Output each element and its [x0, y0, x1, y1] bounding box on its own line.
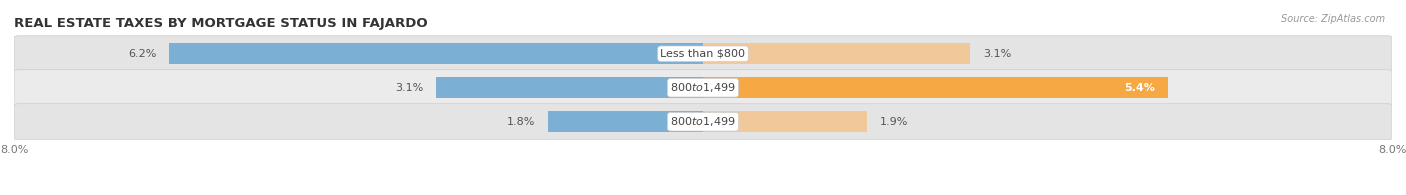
Text: Source: ZipAtlas.com: Source: ZipAtlas.com: [1281, 14, 1385, 24]
FancyBboxPatch shape: [14, 70, 1392, 106]
FancyBboxPatch shape: [14, 36, 1392, 72]
Bar: [169, 43, 703, 64]
Bar: [703, 77, 1168, 98]
Text: 3.1%: 3.1%: [983, 49, 1011, 59]
Text: 1.9%: 1.9%: [880, 117, 908, 127]
Text: 6.2%: 6.2%: [128, 49, 156, 59]
Legend: Without Mortgage, With Mortgage: Without Mortgage, With Mortgage: [581, 191, 825, 195]
Text: 5.4%: 5.4%: [1125, 83, 1156, 93]
Bar: [436, 77, 703, 98]
Bar: [548, 111, 703, 132]
Text: $800 to $1,499: $800 to $1,499: [671, 115, 735, 128]
Bar: [703, 43, 970, 64]
FancyBboxPatch shape: [14, 104, 1392, 140]
Text: 3.1%: 3.1%: [395, 83, 423, 93]
Text: REAL ESTATE TAXES BY MORTGAGE STATUS IN FAJARDO: REAL ESTATE TAXES BY MORTGAGE STATUS IN …: [14, 17, 427, 30]
Text: $800 to $1,499: $800 to $1,499: [671, 81, 735, 94]
Text: Less than $800: Less than $800: [661, 49, 745, 59]
Bar: [703, 111, 866, 132]
Text: 1.8%: 1.8%: [506, 117, 536, 127]
